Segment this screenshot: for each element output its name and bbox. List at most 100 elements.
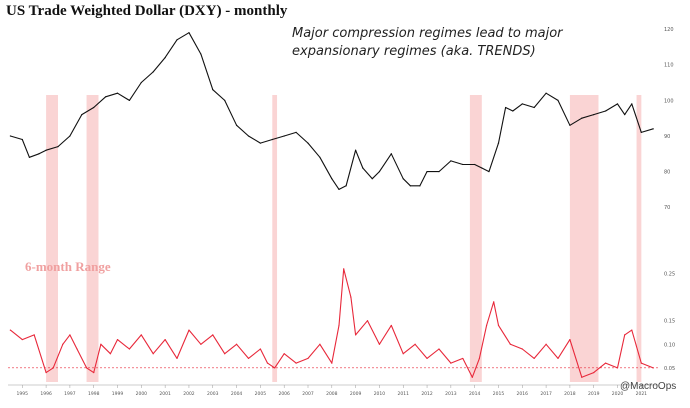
y-tick-label: 90 bbox=[664, 134, 670, 140]
range-point bbox=[307, 357, 309, 360]
dxy-point bbox=[533, 106, 535, 109]
range-point bbox=[283, 353, 285, 355]
range-point bbox=[533, 357, 535, 360]
dxy-point bbox=[295, 131, 297, 134]
range-point bbox=[52, 367, 54, 369]
range-point bbox=[331, 362, 333, 364]
range-point bbox=[462, 357, 464, 360]
dxy-point bbox=[409, 185, 411, 187]
range-point bbox=[152, 353, 154, 355]
range-point bbox=[224, 353, 226, 355]
range-point bbox=[471, 376, 473, 378]
x-tick-label: 2002 bbox=[183, 391, 195, 397]
dxy-point bbox=[481, 167, 483, 169]
range-point bbox=[569, 338, 571, 341]
x-tick-label: 2009 bbox=[350, 391, 362, 397]
x-tick-label: 2000 bbox=[136, 391, 148, 397]
range-point bbox=[235, 343, 238, 345]
range-point bbox=[624, 334, 626, 336]
dxy-point bbox=[624, 113, 626, 116]
range-point bbox=[176, 357, 178, 360]
dxy-point bbox=[593, 113, 595, 116]
dxy-point bbox=[331, 178, 333, 180]
x-tick-label: 2008 bbox=[326, 391, 338, 397]
dxy-point bbox=[45, 149, 47, 151]
dxy-point bbox=[569, 124, 571, 126]
dxy-point bbox=[283, 135, 285, 137]
credit-label: @MacroOps bbox=[620, 381, 676, 392]
x-tick-label: 2015 bbox=[493, 391, 505, 397]
range-point bbox=[116, 338, 119, 341]
range-point bbox=[319, 343, 321, 345]
range-point bbox=[247, 357, 250, 360]
x-tick-label: 2005 bbox=[255, 391, 267, 397]
dxy-point bbox=[152, 71, 154, 73]
dxy-point bbox=[69, 135, 71, 137]
range-point bbox=[485, 324, 488, 327]
dxy-point bbox=[338, 188, 340, 190]
y-tick-label: 100 bbox=[664, 98, 674, 104]
range-point bbox=[402, 353, 404, 355]
range-point bbox=[350, 296, 352, 298]
range-point bbox=[259, 348, 261, 350]
x-tick-label: 2016 bbox=[517, 391, 529, 397]
x-tick-label: 2010 bbox=[374, 391, 386, 397]
range-point bbox=[100, 343, 102, 345]
dxy-point bbox=[462, 163, 464, 166]
range-point bbox=[140, 334, 142, 336]
dxy-point bbox=[419, 185, 421, 187]
range-point bbox=[355, 334, 357, 336]
y-tick-label-lower: 0.05 bbox=[664, 366, 675, 372]
x-tick-label: 2006 bbox=[278, 391, 290, 397]
lower-panel: 0.25 0.15 0.10 0.05 bbox=[8, 268, 675, 378]
range-point bbox=[164, 338, 166, 341]
dxy-point bbox=[235, 124, 238, 126]
dxy-point bbox=[488, 170, 490, 173]
range-point bbox=[414, 343, 416, 345]
dxy-point bbox=[362, 167, 364, 169]
upper-panel: 70 80 90 100 110 120 bbox=[9, 27, 674, 211]
lower-panel-title: 6-month Range bbox=[25, 259, 111, 274]
dxy-point bbox=[9, 135, 11, 137]
regime-shade-1 bbox=[86, 95, 99, 382]
x-tick-label: 1996 bbox=[40, 391, 52, 397]
dxy-point bbox=[616, 103, 619, 105]
dxy-point bbox=[631, 103, 633, 105]
range-point bbox=[593, 371, 595, 374]
y-tick-label-lower: 0.10 bbox=[664, 342, 675, 348]
dxy-point bbox=[345, 185, 347, 187]
dxy-point bbox=[188, 32, 190, 34]
dxy-point bbox=[390, 153, 392, 155]
range-point bbox=[378, 343, 381, 345]
dxy-point bbox=[93, 106, 95, 109]
range-point bbox=[212, 334, 214, 336]
range-point bbox=[9, 329, 11, 331]
chart-title: US Trade Weighted Dollar (DXY) - monthly bbox=[6, 3, 288, 19]
range-point bbox=[274, 367, 276, 369]
dxy-point bbox=[271, 138, 273, 141]
range-point bbox=[390, 324, 392, 327]
range-point bbox=[62, 343, 64, 345]
dxy-point bbox=[116, 92, 119, 94]
y-tick-label: 70 bbox=[664, 205, 670, 211]
x-tick-label: 2021 bbox=[636, 391, 648, 397]
dxy-point bbox=[224, 99, 226, 101]
x-tick-label: 2013 bbox=[445, 391, 457, 397]
range-point bbox=[45, 371, 47, 374]
y-tick-label: 110 bbox=[664, 63, 674, 69]
x-tick-label: 2014 bbox=[469, 391, 481, 397]
dxy-point bbox=[581, 117, 583, 119]
dxy-point bbox=[640, 131, 642, 134]
range-point bbox=[497, 324, 500, 327]
range-point bbox=[631, 329, 633, 331]
range-point bbox=[509, 343, 511, 345]
range-point bbox=[338, 324, 340, 327]
x-tick-label: 2020 bbox=[612, 391, 624, 397]
dxy-point bbox=[81, 113, 83, 116]
range-point bbox=[69, 334, 71, 336]
range-point bbox=[128, 348, 131, 350]
dxy-point bbox=[426, 170, 428, 173]
dxy-point bbox=[21, 138, 23, 141]
